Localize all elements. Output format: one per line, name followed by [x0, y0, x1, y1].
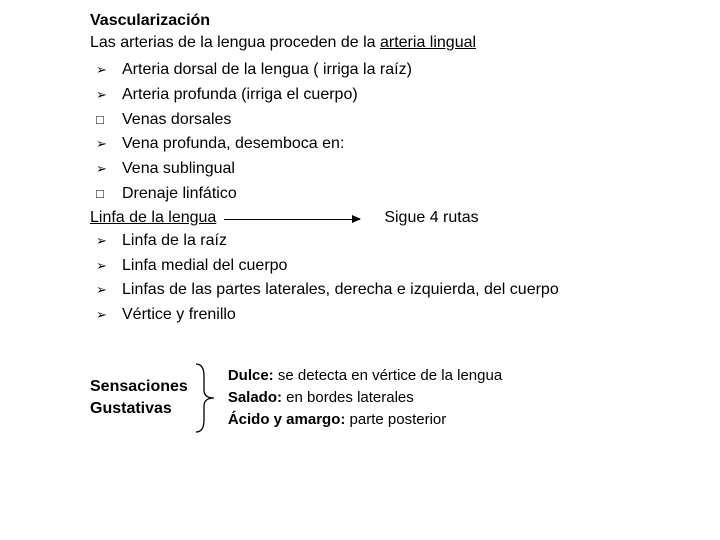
arrow-bullet-icon: ➢ — [96, 134, 122, 154]
list-item: ➢ Linfa medial del cuerpo — [96, 254, 700, 279]
list-item: ➢ Vértice y frenillo — [96, 303, 700, 328]
list-item: ➢ Linfas de las partes laterales, derech… — [96, 278, 700, 303]
square-bullet-icon: □ — [96, 110, 122, 130]
item-text: Arteria dorsal de la lengua ( irriga la … — [122, 58, 412, 83]
arrow-right-icon — [224, 219, 360, 220]
brace-icon — [192, 362, 218, 434]
taste-block: Dulce: se detecta en vértice de la lengu… — [228, 365, 502, 430]
taste-dulce-label: Dulce: — [228, 367, 274, 384]
taste-line: Dulce: se detecta en vértice de la lengu… — [228, 365, 502, 387]
arrow-bullet-icon: ➢ — [96, 305, 122, 325]
item-text: Venas dorsales — [122, 108, 231, 133]
intro-underlined: arteria lingual — [380, 34, 476, 51]
sensaciones-label: Sensaciones Gustativas — [90, 376, 188, 419]
arrow-bullet-icon: ➢ — [96, 85, 122, 105]
taste-acido-text: parte posterior — [345, 411, 446, 428]
taste-salado-text: en bordes laterales — [282, 389, 414, 406]
arrow-bullet-icon: ➢ — [96, 280, 122, 300]
taste-acido-label: Ácido y amargo: — [228, 411, 346, 428]
bullet-list-2: ➢ Linfa de la raíz ➢ Linfa medial del cu… — [96, 229, 700, 328]
taste-line: Salado: en bordes laterales — [228, 387, 502, 409]
list-item: ➢ Vena profunda, desemboca en: — [96, 132, 700, 157]
arrow-bullet-icon: ➢ — [96, 256, 122, 276]
item-text: Drenaje linfático — [122, 182, 237, 207]
sigue-label: Sigue 4 rutas — [384, 209, 478, 227]
linfa-label: Linfa de la lengua — [90, 209, 216, 227]
bullet-list: ➢ Arteria dorsal de la lengua ( irriga l… — [96, 58, 700, 207]
item-text: Vena sublingual — [122, 157, 235, 182]
taste-salado-label: Salado: — [228, 389, 282, 406]
arrow-bullet-icon: ➢ — [96, 159, 122, 179]
arrow-bullet-icon: ➢ — [96, 231, 122, 251]
square-bullet-icon: □ — [96, 184, 122, 204]
section-title: Vascularización — [90, 12, 700, 30]
sensaciones-line2: Gustativas — [90, 398, 188, 420]
intro-prefix: Las arterias de la lengua proceden de la — [90, 34, 380, 51]
list-item: □ Drenaje linfático — [96, 182, 700, 207]
taste-dulce-text: se detecta en vértice de la lengua — [274, 367, 503, 384]
item-text: Linfas de las partes laterales, derecha … — [122, 278, 559, 303]
taste-line: Ácido y amargo: parte posterior — [228, 409, 502, 431]
list-item: □ Venas dorsales — [96, 108, 700, 133]
linfa-row: Linfa de la lengua Sigue 4 rutas — [90, 209, 700, 227]
item-text: Linfa medial del cuerpo — [122, 254, 287, 279]
bottom-row: Sensaciones Gustativas Dulce: se detecta… — [90, 362, 700, 434]
item-text: Vértice y frenillo — [122, 303, 236, 328]
list-item: ➢ Arteria profunda (irriga el cuerpo) — [96, 83, 700, 108]
list-item: ➢ Vena sublingual — [96, 157, 700, 182]
intro-line: Las arterias de la lengua proceden de la… — [90, 34, 700, 52]
item-text: Vena profunda, desemboca en: — [122, 132, 344, 157]
arrow-bullet-icon: ➢ — [96, 60, 122, 80]
list-item: ➢ Arteria dorsal de la lengua ( irriga l… — [96, 58, 700, 83]
item-text: Arteria profunda (irriga el cuerpo) — [122, 83, 358, 108]
list-item: ➢ Linfa de la raíz — [96, 229, 700, 254]
sensaciones-line1: Sensaciones — [90, 376, 188, 398]
item-text: Linfa de la raíz — [122, 229, 227, 254]
